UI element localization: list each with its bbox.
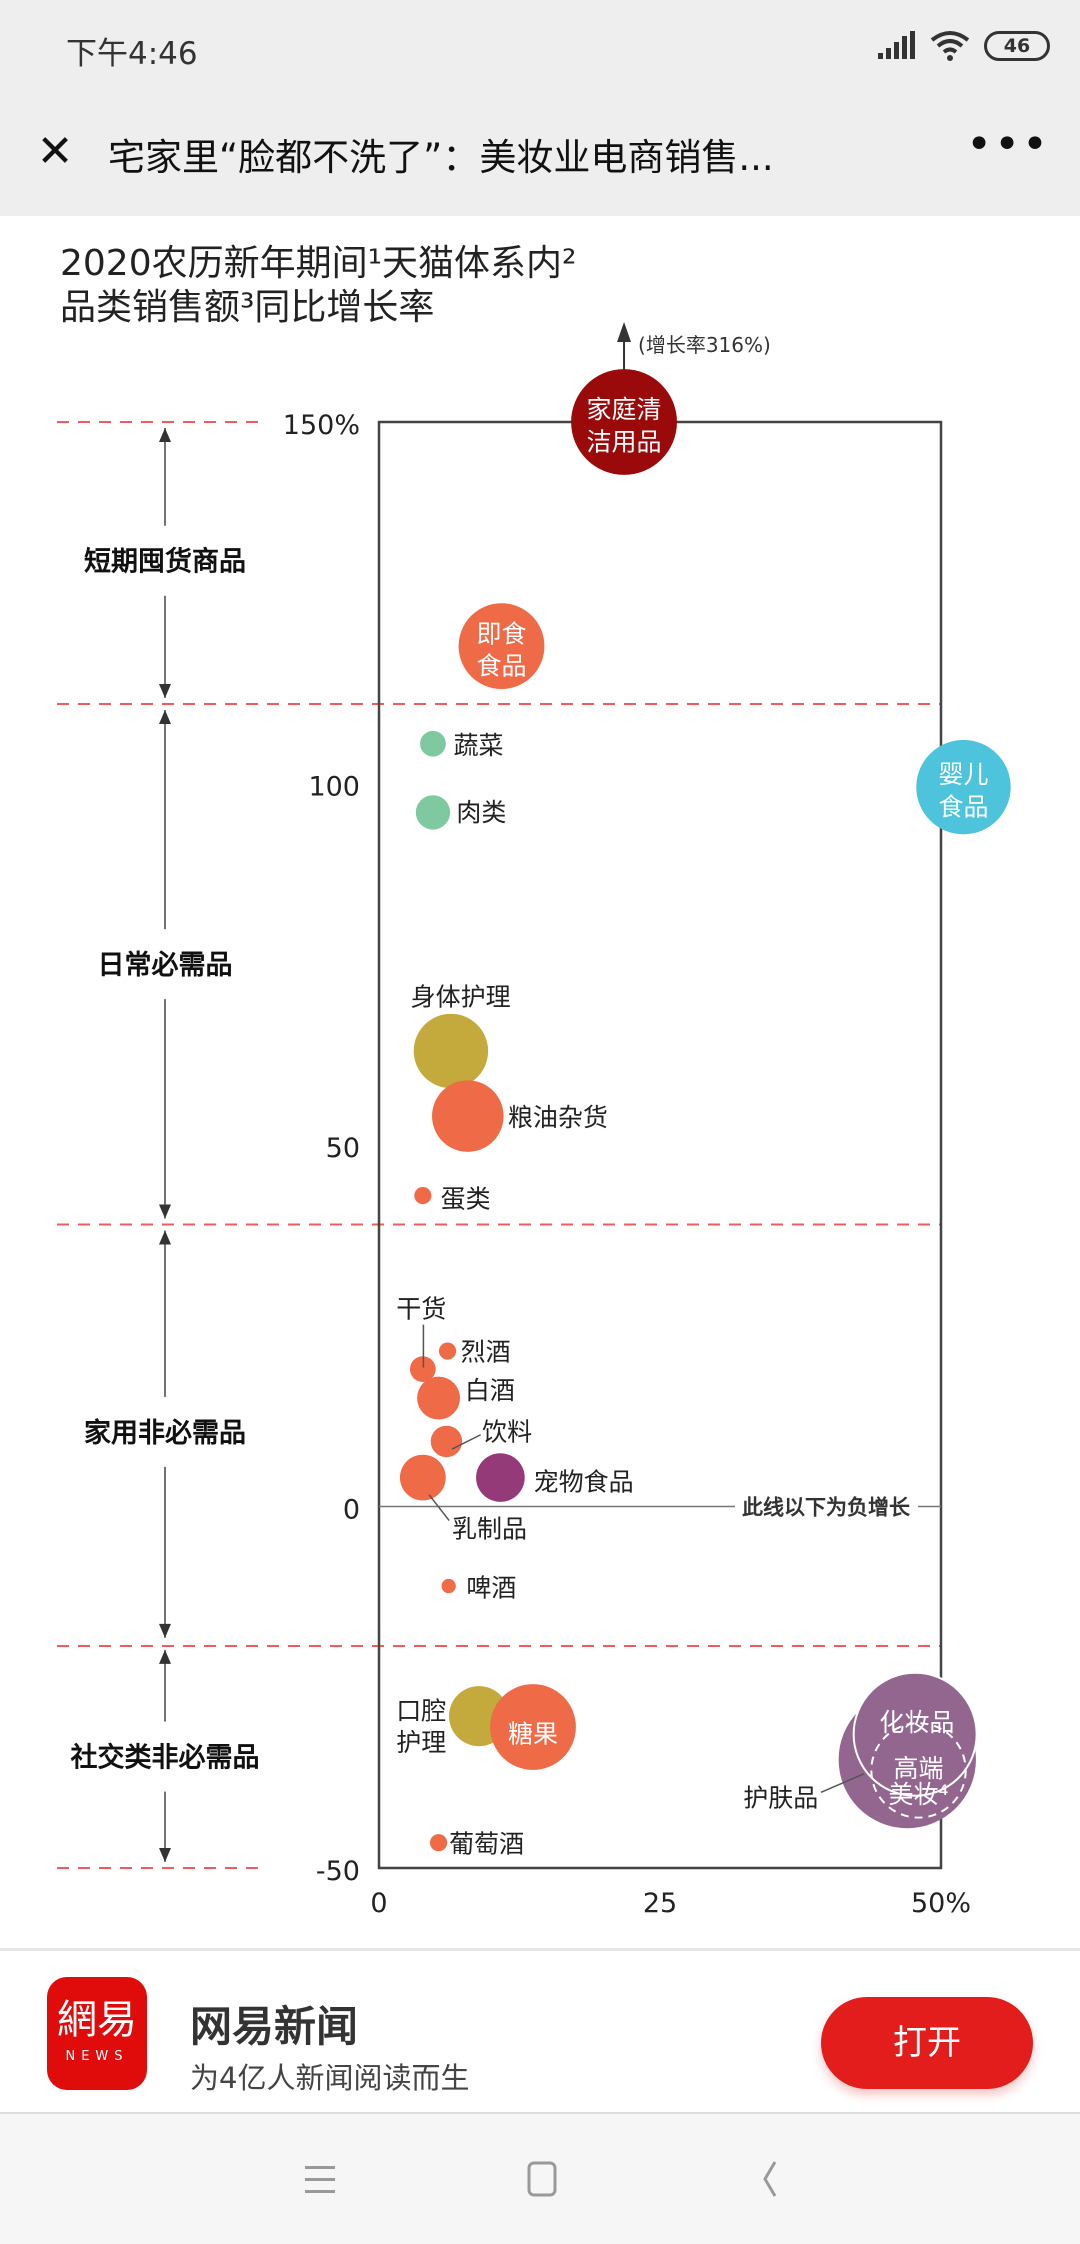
bubble-label: 身体护理	[411, 983, 511, 1012]
leader-line	[428, 1494, 450, 1522]
arrow-up-icon	[159, 1649, 171, 1664]
y-tick-label: 50	[326, 1133, 360, 1164]
arrow-up-icon	[159, 1230, 171, 1245]
bubble-label: 肉类	[456, 798, 506, 827]
bubble-干货	[409, 1356, 436, 1383]
y-tick-label: 0	[343, 1495, 360, 1526]
arrow-down-icon	[159, 683, 171, 698]
bubble-label: 家庭清	[587, 395, 662, 424]
app-name: 网易新闻	[190, 2002, 359, 2051]
leader-line	[451, 1434, 481, 1450]
bubble-label: 蔬菜	[453, 731, 503, 760]
wifi-icon	[930, 31, 970, 61]
bubble-葡萄酒	[429, 1834, 448, 1852]
bubble-label: 美妆⁴	[889, 1780, 949, 1809]
bubble-宠物食品	[476, 1453, 525, 1502]
bubble-化妆品	[852, 1671, 978, 1797]
close-icon[interactable]: ✕	[36, 126, 74, 177]
bubble-label: 洁用品	[587, 427, 662, 456]
chart-title: 2020农历新年期间¹天猫体系内²	[60, 243, 576, 284]
bubble-身体护理	[413, 1013, 489, 1089]
app-banner: 網易 NEWS 网易新闻 为4亿人新闻阅读而生 打开	[0, 1948, 1080, 2114]
leader-line	[820, 1773, 865, 1794]
bubble-label: 白酒	[465, 1376, 515, 1405]
bubble-即食食品	[458, 603, 545, 690]
arrow-down-icon	[159, 1848, 171, 1862]
bubble-label: 糖果	[508, 1719, 558, 1748]
home-icon[interactable]	[517, 2154, 567, 2204]
back-icon[interactable]	[745, 2154, 795, 2204]
navigation-bar	[0, 2114, 1080, 2244]
bubble-label: 婴儿	[938, 760, 988, 789]
bubble-label: 葡萄酒	[449, 1829, 524, 1858]
arrow-up-icon	[159, 428, 171, 442]
y-tick-label: -50	[316, 1856, 360, 1887]
y-tick-label: 100	[308, 772, 360, 803]
battery-icon: 46	[984, 31, 1050, 61]
bubble-家庭清洁用品	[571, 369, 677, 475]
bubble-蛋类	[414, 1187, 432, 1205]
bubble-label: 护肤品	[743, 1784, 818, 1813]
bubble-糖果	[490, 1684, 576, 1770]
group-label: 日常必需品	[98, 950, 233, 981]
bubble-肉类	[415, 795, 451, 830]
bubble-label: 口腔	[396, 1696, 446, 1725]
bubble-高端美妆⁴	[870, 1722, 967, 1819]
bubble-label: 乳制品	[452, 1515, 527, 1544]
arrow-down-icon	[159, 1204, 171, 1219]
netease-logo: 網易 NEWS	[47, 1977, 147, 2090]
bubble-饮料	[430, 1425, 463, 1458]
arrow-up-icon	[159, 709, 171, 724]
zero-line-note: 此线以下为负增长	[742, 1496, 911, 1520]
bubble-label: 蛋类	[441, 1184, 491, 1213]
bubble-label: 粮油杂货	[508, 1103, 608, 1132]
page-title: 宅家里“脸都不洗了”：美妆业电商销售...	[108, 136, 774, 179]
bubble-粮油杂货	[432, 1080, 504, 1152]
bubble-蔬菜	[420, 730, 446, 757]
bubble-label: 高端	[894, 1754, 944, 1783]
app-slogan: 为4亿人新闻阅读而生	[190, 2061, 470, 2095]
group-label: 家用非必需品	[84, 1417, 246, 1449]
bubble-label: 宠物食品	[534, 1468, 634, 1497]
bubble-label: 食品	[938, 792, 988, 821]
bubble-label: 饮料	[482, 1417, 532, 1446]
bubble-乳制品	[399, 1454, 446, 1501]
bubble-label: 烈酒	[461, 1337, 511, 1366]
title-bar: ✕ 宅家里“脸都不洗了”：美妆业电商销售... •••	[0, 93, 1080, 216]
group-label: 短期囤货商品	[84, 546, 246, 578]
logo-text: 網易	[57, 1997, 137, 2043]
arrow-up-icon	[617, 322, 632, 342]
logo-subtext: NEWS	[65, 2049, 129, 2064]
bubble-烈酒	[438, 1342, 457, 1360]
bubble-婴儿食品	[916, 739, 1011, 835]
overflow-note: (增长率316%)	[638, 333, 771, 357]
status-bar: 下午4:46 46	[0, 0, 1080, 93]
open-app-button[interactable]: 打开	[821, 1997, 1033, 2089]
bubble-label: 即食	[477, 619, 527, 648]
y-tick-label: 150%	[283, 410, 360, 441]
x-tick-label: 25	[643, 1888, 677, 1919]
bubble-label: 啤酒	[466, 1573, 516, 1602]
bubble-啤酒	[441, 1578, 456, 1594]
more-icon[interactable]: •••	[966, 119, 1050, 170]
menu-icon[interactable]	[295, 2154, 345, 2204]
chart-title: 品类销售额³同比增长率	[60, 287, 434, 328]
bubble-白酒	[417, 1376, 461, 1420]
bubble-label: 食品	[477, 651, 527, 680]
status-time: 下午4:46	[66, 36, 198, 72]
x-tick-label: 0	[370, 1888, 387, 1919]
group-label: 社交类非必需品	[71, 1742, 260, 1774]
bubble-label: 干货	[396, 1294, 446, 1323]
bubble-label: 化妆品	[879, 1708, 954, 1737]
bubble-label: 护理	[396, 1728, 446, 1757]
signal-icon	[878, 31, 915, 59]
x-tick-label: 50%	[911, 1888, 971, 1919]
arrow-down-icon	[159, 1623, 171, 1638]
